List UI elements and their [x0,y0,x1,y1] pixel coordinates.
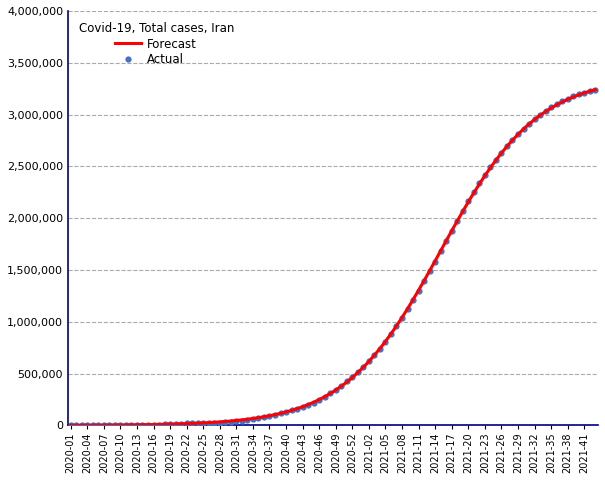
Forecast [67,422,74,428]
Forecast [592,87,599,93]
Actual [67,422,74,428]
Forecast [293,406,301,411]
Forecast [332,387,339,393]
Forecast [548,105,555,111]
Actual [592,87,599,93]
Forecast [348,374,356,380]
Actual [145,422,152,428]
Actual [553,101,560,107]
Actual [299,404,306,410]
Forecast [139,422,146,428]
Actual [338,383,345,388]
Line: Actual: Actual [68,86,598,428]
Actual [354,369,361,375]
Line: Forecast: Forecast [71,90,595,425]
Legend: Forecast, Actual: Forecast, Actual [74,17,238,71]
Actual [100,422,108,428]
Actual [221,420,229,425]
Forecast [216,419,223,425]
